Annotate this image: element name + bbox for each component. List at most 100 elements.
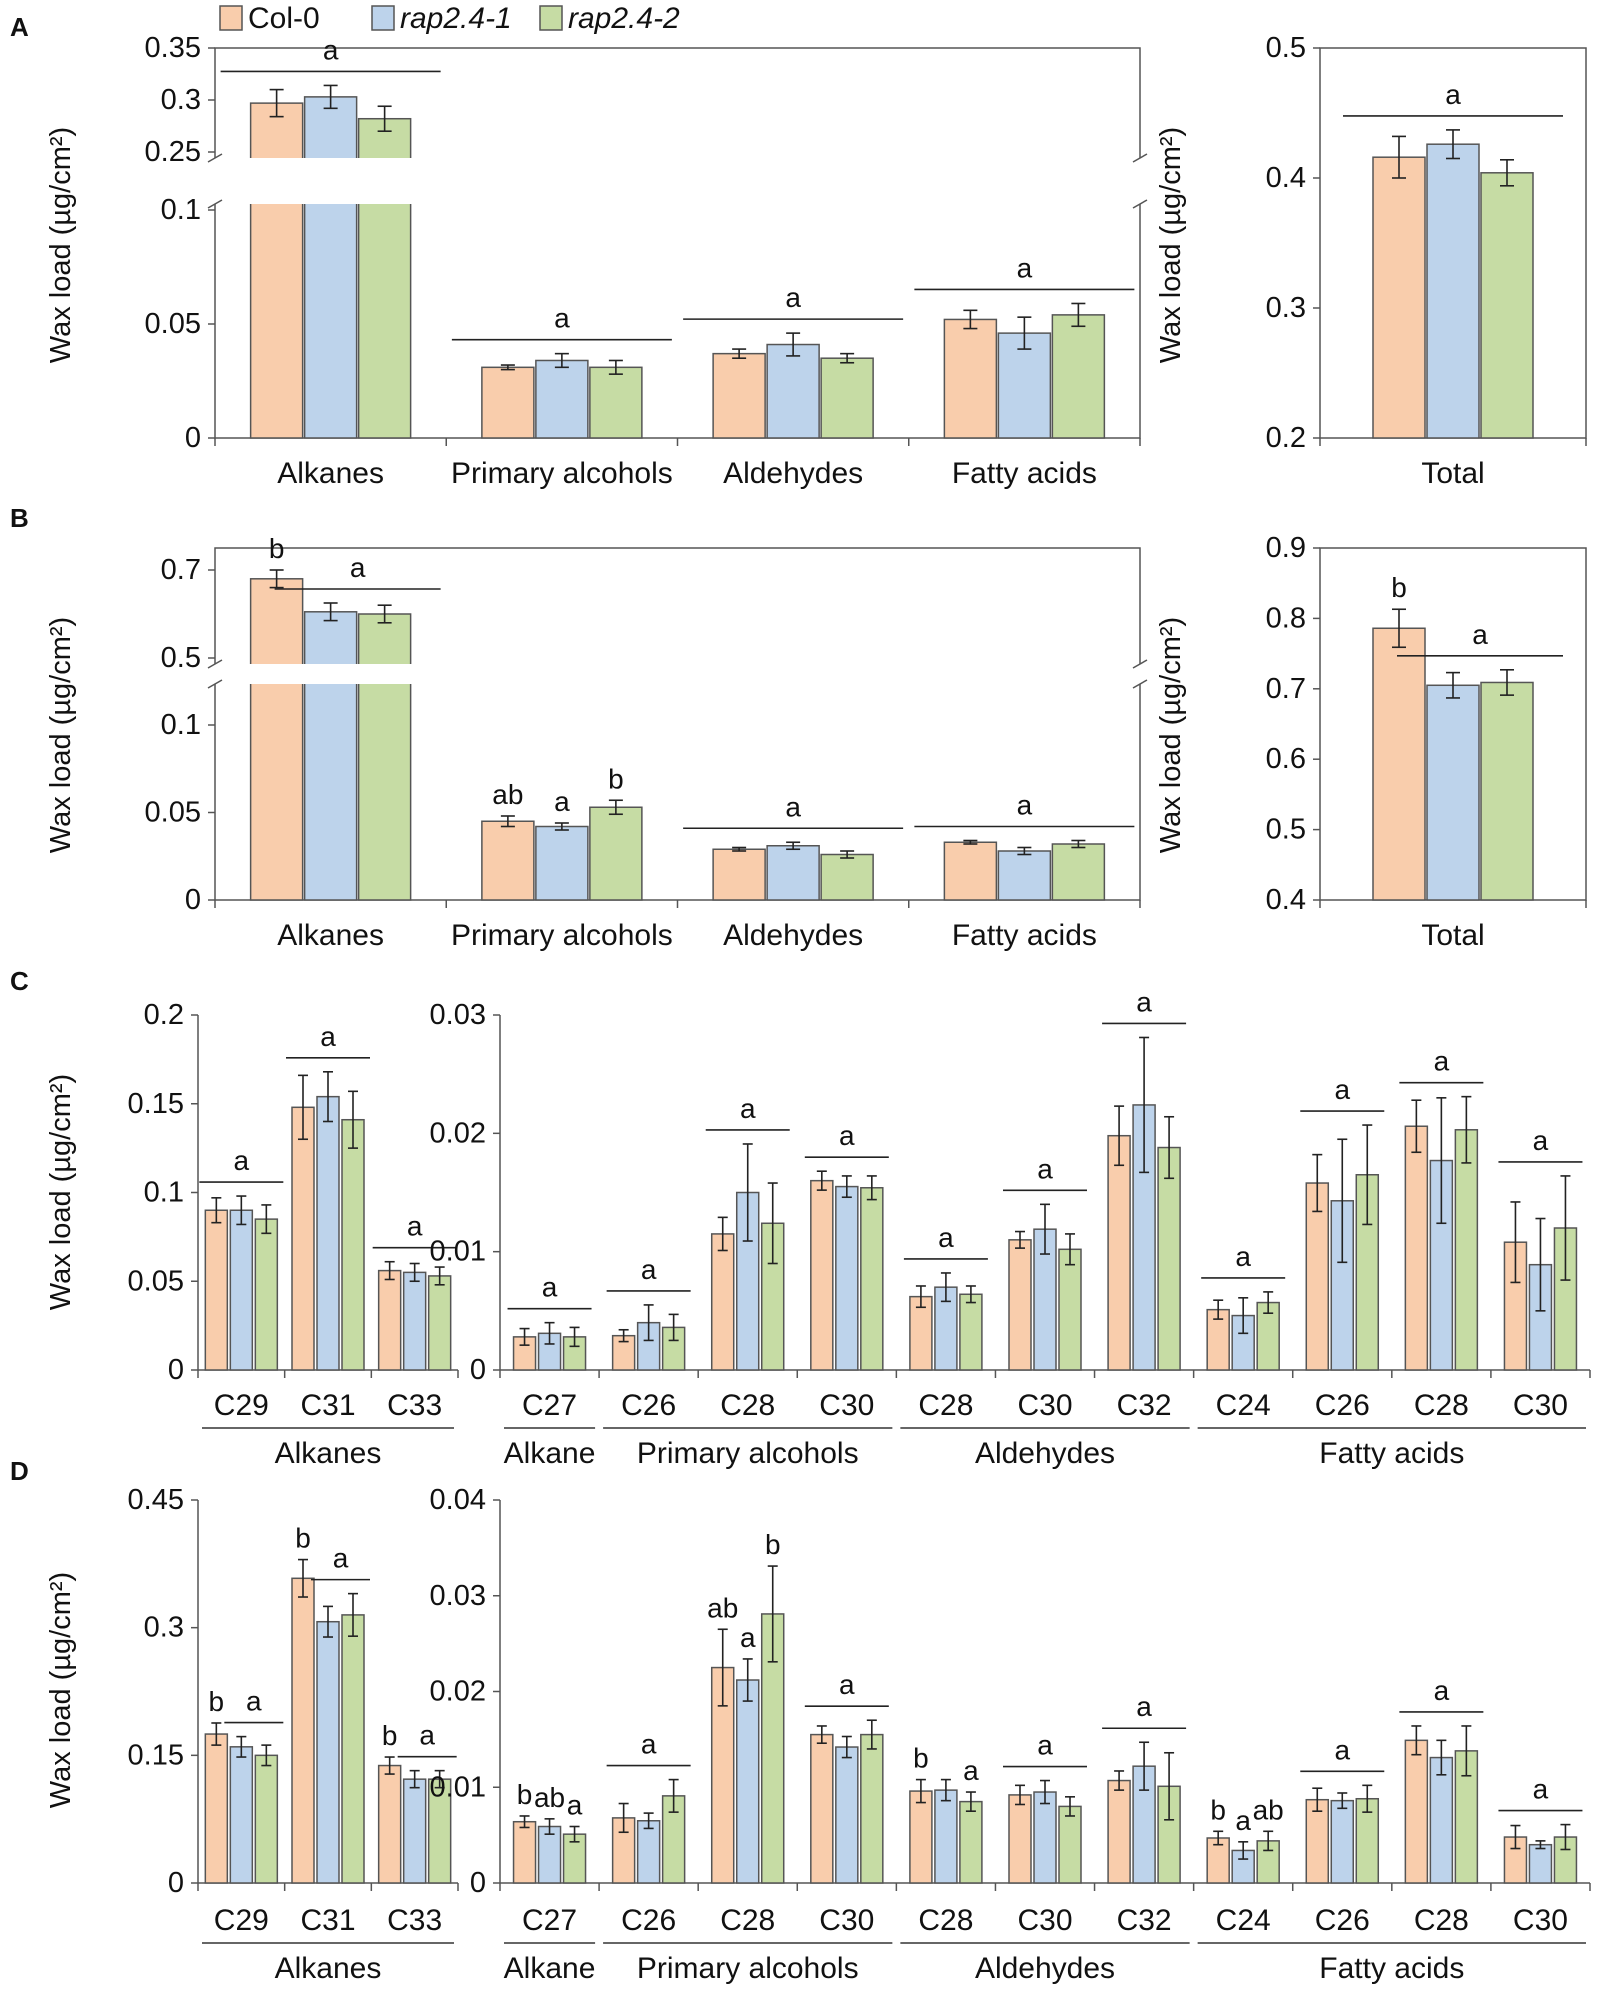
group-label: Aldehydes [975,1437,1115,1470]
axis-break-mark [1132,153,1148,163]
category-label: Fatty acids [952,919,1097,952]
category-label: Alkanes [277,457,384,490]
bar [860,1733,884,1884]
bar [1008,1794,1032,1884]
y-tick-label: 0.4 [1266,162,1306,194]
bar [254,1218,279,1371]
significance-letter: a [938,1222,954,1253]
category-label: C27 [522,1904,577,1937]
bar [229,1209,254,1371]
bar [377,1269,402,1371]
bar [820,853,874,901]
category-label: C33 [387,1904,442,1937]
group-label: Aldehydes [975,1952,1115,1985]
category-label: C30 [1513,1389,1568,1422]
panel-label: B [10,503,29,533]
significance-letter: a [1334,1074,1350,1105]
significance-letter: b [209,1686,225,1717]
category-label: C28 [918,1904,973,1937]
axis-break-mark [1132,659,1148,669]
bar [1404,1739,1429,1884]
category-label: C30 [1017,1389,1072,1422]
bar [402,1778,427,1884]
bar [537,1825,562,1884]
bar [512,1820,537,1884]
y-tick-label: 0.45 [128,1484,184,1516]
y-tick-label: 0.5 [161,642,201,674]
significance-letter: a [1434,1675,1450,1706]
y-tick-label: 0 [470,1867,486,1899]
y-tick-label: 0.3 [1266,292,1306,324]
bar [835,1185,859,1371]
category-label: C33 [387,1389,442,1422]
legend-swatch [539,5,563,31]
significance-letter: a [1235,1241,1251,1272]
legend-label: rap2.4-1 [400,2,512,35]
significance-letter: a [641,1729,657,1760]
category-label: Aldehydes [723,919,863,952]
category-label: Primary alcohols [451,919,673,952]
panel-label: A [10,12,29,42]
significance-letter: a [1017,790,1033,821]
group-label: Fatty acids [1319,1952,1464,1985]
group-label: Alkane [504,1437,596,1470]
significance-letter: ab [707,1592,738,1623]
bar [810,1733,834,1884]
category-label: C30 [819,1389,874,1422]
category-label: C32 [1117,1389,1172,1422]
y-axis-title: Wax load (µg/cm²) [1155,617,1187,853]
significance-letter: a [1037,1153,1053,1184]
bar [341,1614,365,1884]
y-tick-label: 0.04 [430,1484,486,1516]
bar [959,1800,983,1884]
axis-break-mark [207,659,223,669]
bar [589,366,643,439]
axis-break-mark [1132,199,1148,209]
significance-letter: b [913,1743,929,1774]
bar [535,359,589,439]
category-label: C31 [300,1904,355,1937]
y-tick-label: 0.1 [144,1177,184,1209]
category-label: C26 [1315,1904,1370,1937]
bar [1107,1134,1131,1371]
y-axis-title: Wax load (µg/cm²) [45,127,77,363]
significance-letter: a [1235,1805,1251,1836]
category-label: Fatty acids [952,457,1097,490]
significance-letter: a [963,1755,979,1786]
significance-letter: a [1136,986,1152,1017]
bar [1372,627,1426,901]
y-axis-title: Wax load (µg/cm²) [45,617,77,853]
y-tick-label: 0.5 [1266,814,1306,846]
group-label: Primary alcohols [637,1437,859,1470]
bar [291,1577,315,1884]
bar [481,366,535,439]
legend-label: rap2.4-2 [568,2,680,35]
category-label: Aldehydes [723,457,863,490]
bar [535,825,589,901]
bar [341,1118,365,1371]
chart-A-classes: 0 0.05 0.1 0.25 0.3 0.35 a a a a Alkanes Primary al… [45,32,1148,490]
significance-letter: a [320,1021,336,1052]
category-label: Primary alcohols [451,457,673,490]
bar [291,1106,315,1371]
bar [1372,156,1426,439]
bar [712,848,766,901]
significance-letter: a [567,1790,583,1821]
bar [934,1789,958,1884]
bar [1426,143,1480,439]
bar [316,1620,340,1884]
category-label: C30 [819,1904,874,1937]
y-tick-label: 0.9 [1266,532,1306,564]
y-tick-label: 0.03 [430,1580,486,1612]
bar [316,1095,340,1371]
bar [589,806,643,901]
bar [909,1790,933,1884]
significance-letter: a [740,1622,756,1653]
y-tick-label: 0.03 [430,999,486,1031]
significance-letter: b [269,533,285,564]
bar [1107,1779,1131,1884]
y-tick-label: 0.02 [430,1676,486,1708]
bar [766,343,820,439]
